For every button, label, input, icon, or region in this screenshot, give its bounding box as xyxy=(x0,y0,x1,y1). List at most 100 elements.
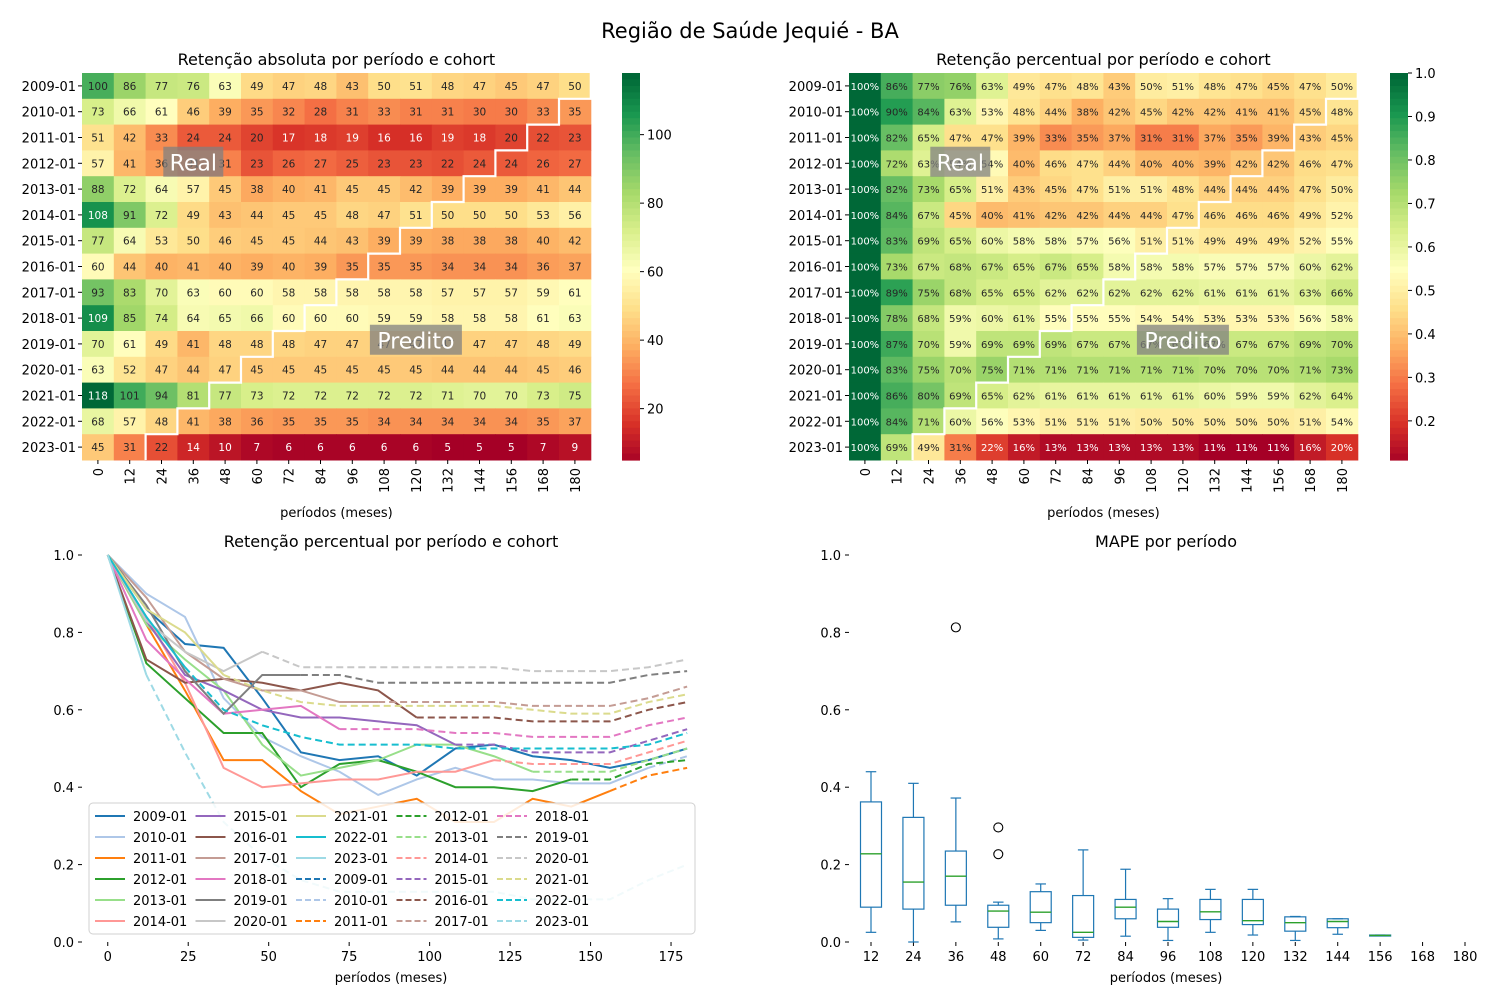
pct-cell xyxy=(1167,98,1200,126)
abs-cell xyxy=(272,124,306,151)
abs-cell-label: 58 xyxy=(441,313,454,325)
abs-cell xyxy=(463,227,496,255)
pct-cell xyxy=(944,253,977,280)
pct-cell-label: 82% xyxy=(886,134,908,145)
pct-cell xyxy=(849,331,882,358)
pct-row-label: 2019-01 xyxy=(789,338,843,353)
abs-cell-label: 57 xyxy=(441,287,454,299)
pct-cell xyxy=(976,73,1009,100)
abs-colorbar-segment xyxy=(622,79,640,87)
pct-cell xyxy=(1326,305,1359,332)
abs-cell xyxy=(495,331,528,358)
abs-cell xyxy=(241,382,274,409)
pct-cell-label: 61% xyxy=(1235,288,1257,299)
abs-cell-label: 35 xyxy=(409,262,422,274)
pct-colorbar-segment xyxy=(1390,369,1408,377)
pct-cell-label: 60% xyxy=(949,417,971,428)
pct-cell xyxy=(1039,331,1073,358)
line-legend-label: 2020-01 xyxy=(535,852,589,867)
pct-cell-label: 70% xyxy=(1204,366,1226,377)
abs-cell-label: 100 xyxy=(88,81,108,93)
abs-cell-label: 45 xyxy=(346,365,359,377)
pct-cell-label: 52% xyxy=(1331,211,1353,222)
abs-cell-label: 50 xyxy=(505,210,518,222)
pct-cell xyxy=(976,356,1009,384)
box-xtick-label: 24 xyxy=(905,950,922,965)
abs-cell-label: 19 xyxy=(346,133,359,145)
abs-real-box xyxy=(163,146,224,177)
line-series-predicted xyxy=(455,728,688,754)
line-ytick-label: 0.8 xyxy=(53,626,74,641)
abs-cell xyxy=(368,382,401,409)
abs-cell-label: 57 xyxy=(123,416,136,428)
abs-cell xyxy=(113,408,147,435)
abs-cell-label: 43 xyxy=(218,210,231,222)
abs-cell-label: 23 xyxy=(409,158,422,170)
abs-cell-label: 66 xyxy=(250,313,264,325)
abs-cell xyxy=(336,408,369,435)
pct-cell xyxy=(1198,408,1232,435)
abs-cell xyxy=(559,253,592,280)
pct-cell-label: 60% xyxy=(981,237,1003,248)
abs-cell xyxy=(177,202,210,229)
abs-cell xyxy=(463,150,496,177)
abs-cell-label: 44 xyxy=(568,184,582,196)
pct-cell xyxy=(1039,253,1073,280)
pct-cell xyxy=(944,176,977,203)
pct-colorbar-segment xyxy=(1390,163,1408,171)
abs-cell xyxy=(527,382,560,409)
line-series-predicted xyxy=(571,759,688,781)
abs-cell-label: 40 xyxy=(282,184,295,196)
pct-cell-label: 42% xyxy=(1204,108,1226,119)
pct-cell xyxy=(1167,227,1200,255)
abs-cell xyxy=(272,331,306,358)
abs-cell-label: 60 xyxy=(91,262,104,274)
abs-cell xyxy=(368,434,401,461)
abs-cell-label: 65 xyxy=(218,313,231,325)
abs-cell xyxy=(495,73,528,100)
pct-cell-label: 64% xyxy=(1331,392,1353,403)
abs-colorbar-segment xyxy=(622,195,640,203)
abs-cell-label: 18 xyxy=(314,133,327,145)
pct-cell xyxy=(912,98,945,126)
abs-cell-label: 53 xyxy=(155,236,168,248)
abs-cell-label: 34 xyxy=(505,262,519,274)
pct-cell-label: 53% xyxy=(981,108,1003,119)
abs-cell-label: 42 xyxy=(123,133,136,145)
abs-cell xyxy=(527,176,560,203)
abs-cell-label: 31 xyxy=(346,107,359,119)
pct-cell-label: 48% xyxy=(1204,82,1226,93)
abs-cell xyxy=(241,279,274,306)
abs-cell-label: 57 xyxy=(473,287,486,299)
abs-cell xyxy=(177,331,210,358)
pct-colorbar-segment xyxy=(1390,85,1408,93)
pct-cell xyxy=(1039,356,1073,384)
pct-cell-label: 43% xyxy=(1108,82,1130,93)
pct-cell-label: 84% xyxy=(886,211,908,222)
abs-cell xyxy=(431,227,465,255)
abs-cell-label: 39 xyxy=(441,184,454,196)
pct-colorbar-segment xyxy=(1390,156,1408,164)
pct-colorbar-segment xyxy=(1390,395,1408,403)
abs-cell-label: 40 xyxy=(218,262,231,274)
pct-colorbar-segment xyxy=(1390,214,1408,222)
pct-cell-label: 41% xyxy=(1235,108,1257,119)
abs-cell xyxy=(241,408,274,435)
abs-cell xyxy=(431,98,465,126)
abs-cell-label: 44 xyxy=(314,236,328,248)
pct-cell xyxy=(1262,279,1295,306)
pct-colorbar-segment xyxy=(1390,324,1408,332)
abs-cell-label: 39 xyxy=(314,262,327,274)
pct-cell xyxy=(1230,98,1263,126)
abs-cell-label: 38 xyxy=(505,236,518,248)
abs-cell xyxy=(559,98,592,126)
abs-cell-label: 35 xyxy=(346,262,359,274)
abs-cell xyxy=(336,73,369,100)
pct-cell xyxy=(976,382,1009,409)
abs-cell xyxy=(113,434,147,461)
box-iqr xyxy=(1241,898,1264,926)
pct-cell-label: 82% xyxy=(886,185,908,196)
line-legend-label: 2010-01 xyxy=(334,894,388,909)
box-xtick-label: 84 xyxy=(1117,950,1134,965)
